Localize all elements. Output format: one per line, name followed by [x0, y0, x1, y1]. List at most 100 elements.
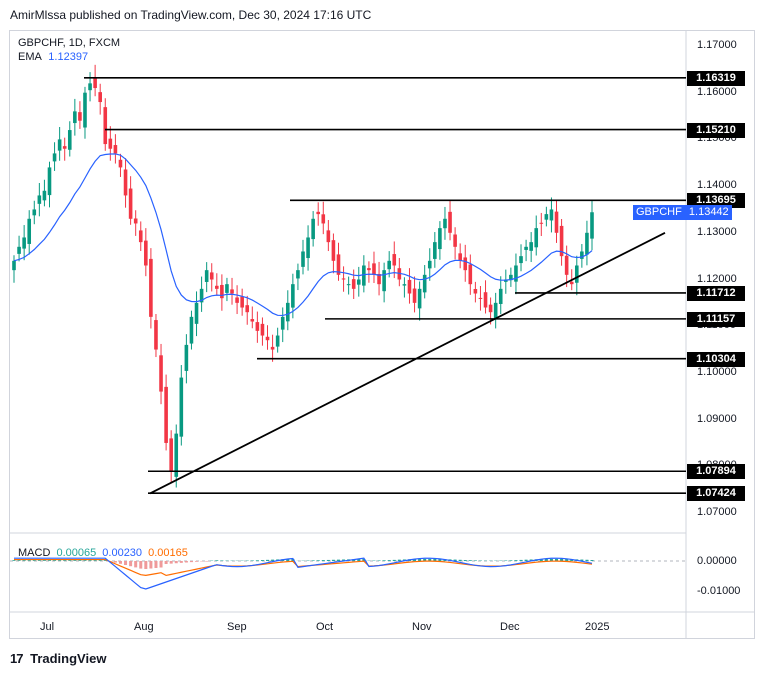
candle-body: [336, 254, 341, 275]
candle-body: [427, 260, 432, 269]
candle-body: [138, 230, 143, 243]
tradingview-logo[interactable]: 17 TradingView: [10, 651, 106, 666]
macd-histogram-bar: [179, 561, 183, 563]
candle-body: [32, 209, 37, 216]
macd-histogram-bar: [291, 558, 295, 561]
macd-histogram-bar: [68, 560, 72, 561]
candle-body: [12, 260, 16, 271]
macd-histogram-bar: [357, 559, 361, 561]
candle-body: [204, 270, 209, 282]
level-tag: 1.11712: [687, 285, 745, 301]
macd-histogram-bar: [73, 560, 77, 561]
time-axis-label: Aug: [134, 621, 154, 633]
candle-body: [524, 246, 528, 250]
macd-histogram-bar: [539, 559, 543, 561]
time-axis-label: Sep: [227, 621, 247, 633]
macd-histogram-bar: [17, 560, 21, 561]
candle-body: [57, 139, 62, 151]
candle-body: [331, 240, 336, 261]
candle-body: [93, 77, 97, 89]
candle-body: [590, 212, 594, 239]
candle-body: [407, 279, 412, 294]
candle-body: [493, 302, 498, 319]
level-tag: 1.11157: [687, 311, 745, 327]
candle-body: [377, 273, 381, 285]
macd-histogram-bar: [164, 561, 168, 564]
price-axis-label: 1.09000: [697, 412, 737, 425]
candle-body: [311, 218, 315, 240]
chart-frame: [9, 30, 755, 639]
candle-body: [417, 288, 422, 309]
candle-body: [42, 190, 47, 201]
macd-histogram-bar: [580, 559, 584, 561]
macd-histogram-bar: [286, 559, 290, 561]
candle-body: [184, 344, 189, 371]
candle-body: [27, 218, 32, 244]
candle-body: [438, 228, 442, 250]
macd-histogram-bar: [397, 559, 401, 561]
candle-body: [356, 279, 361, 285]
publisher-line: AmirMlssa published on TradingView.com, …: [10, 8, 372, 22]
candle-body: [164, 386, 168, 443]
candle-body: [478, 297, 483, 299]
candle-body: [559, 225, 564, 257]
macd-histogram-bar: [12, 560, 16, 561]
macd-histogram-bar: [113, 561, 117, 563]
macd-histogram-bar: [124, 561, 128, 565]
macd-histogram-bar: [453, 559, 457, 561]
candle-body: [245, 305, 250, 313]
macd-histogram-bar: [428, 558, 432, 561]
macd-histogram-bar: [103, 560, 107, 561]
macd-histogram-bar: [331, 559, 335, 561]
candle-body: [372, 263, 376, 275]
candle-body: [448, 211, 452, 233]
level-tag: 1.07424: [687, 486, 745, 502]
candle-body: [128, 188, 133, 219]
macd-histogram-bar: [47, 560, 51, 561]
macd-histogram-bar: [93, 560, 97, 561]
candle-body: [346, 284, 351, 286]
macd-histogram-bar: [423, 558, 427, 561]
candle-body: [22, 237, 26, 249]
macd-histogram-bar: [473, 560, 477, 561]
macd-axis-label: -0.01000: [697, 585, 741, 597]
price-axis-label: 1.10000: [697, 365, 737, 378]
candle-body: [159, 355, 163, 392]
candle-body: [564, 255, 569, 275]
candle-body: [509, 274, 513, 281]
candle-body: [569, 281, 574, 285]
macd-histogram-bar: [418, 558, 422, 561]
macd-histogram-bar: [78, 560, 82, 561]
candle-body: [149, 258, 153, 317]
level-tag: 1.10304: [687, 351, 745, 367]
macd-histogram-bar: [169, 561, 173, 564]
candle-body: [488, 304, 493, 313]
macd-histogram-bar: [570, 559, 574, 561]
price-axis-label: 1.12000: [697, 272, 737, 285]
macd-histogram-bar: [519, 559, 523, 561]
macd-histogram-bar: [565, 559, 569, 561]
macd-histogram-bar: [529, 559, 533, 561]
candle-body: [174, 433, 179, 477]
candle-body: [275, 335, 280, 347]
macd-histogram-bar: [382, 560, 386, 561]
candle-body: [544, 214, 549, 220]
macd-value-3: 0.00165: [148, 547, 188, 559]
macd-histogram-bar: [509, 560, 513, 561]
candle-body: [209, 272, 214, 280]
level-tag: 1.07894: [687, 464, 745, 480]
candle-body: [169, 438, 173, 471]
candle-body: [387, 260, 391, 270]
candle-body: [47, 167, 52, 196]
candle-body: [220, 284, 224, 299]
symbol-title: GBPCHF, 1D, FXCM: [18, 37, 121, 49]
candle-body: [341, 278, 346, 280]
macd-histogram-bar: [255, 560, 259, 561]
macd-histogram-bar: [271, 559, 275, 561]
macd-value-1: 0.00065: [56, 547, 97, 559]
candle-body: [270, 346, 275, 350]
price-axis-label: 1.14000: [697, 179, 737, 192]
macd-histogram-bar: [139, 561, 143, 569]
candle-body: [362, 265, 366, 286]
